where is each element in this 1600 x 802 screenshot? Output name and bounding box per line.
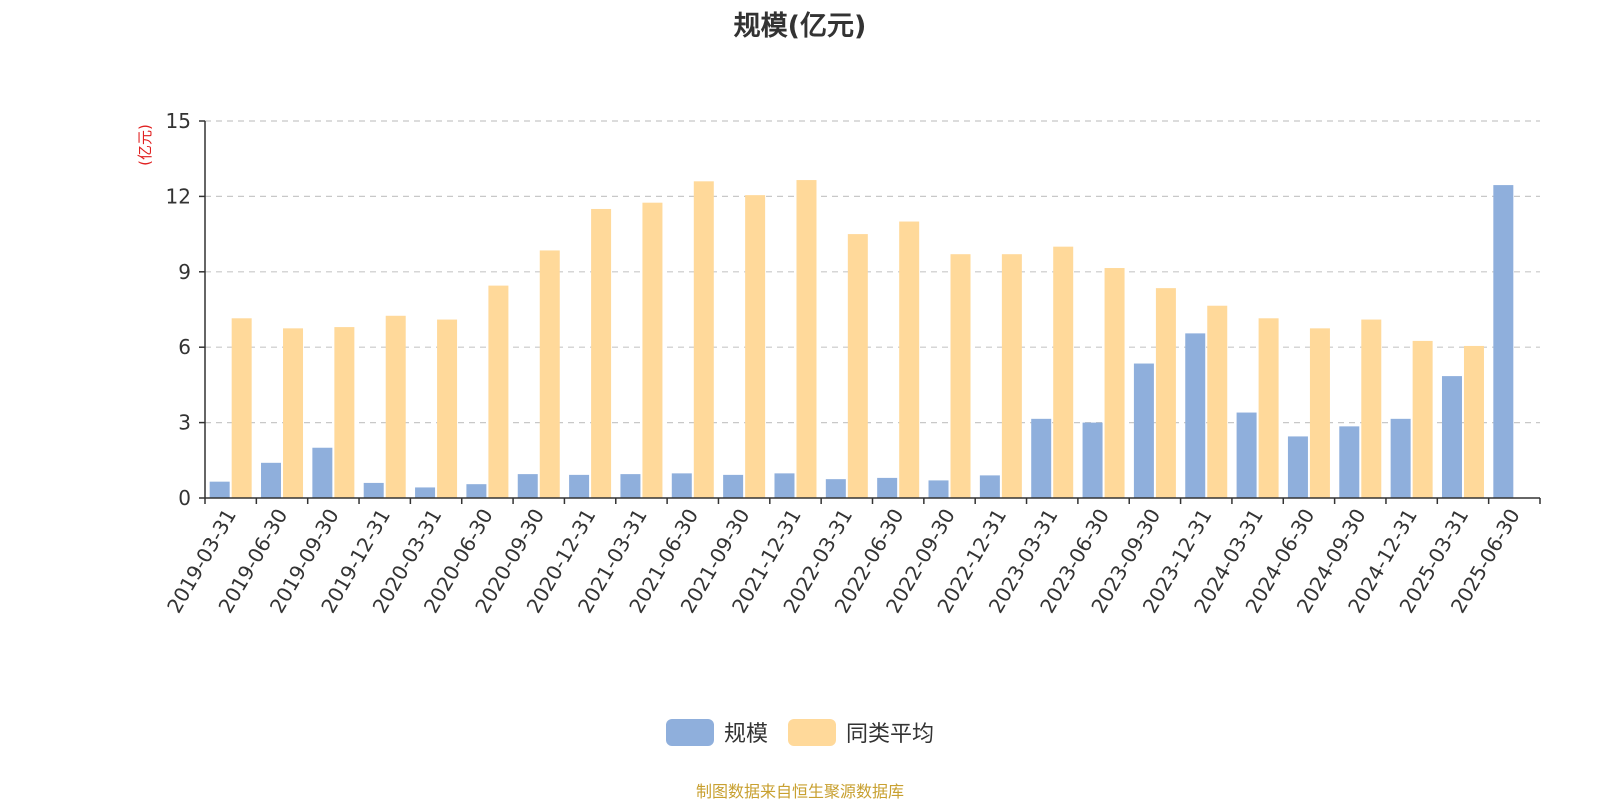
- bar-scale[interactable]: [209, 481, 230, 498]
- bar-peer-average[interactable]: [488, 285, 509, 498]
- bar-scale[interactable]: [1441, 376, 1462, 498]
- bar-peer-average[interactable]: [385, 315, 406, 498]
- bar-peer-average[interactable]: [539, 250, 560, 498]
- bar-peer-average[interactable]: [591, 208, 612, 498]
- y-tick-label: 3: [178, 411, 191, 435]
- bar-scale[interactable]: [671, 473, 692, 498]
- bar-scale[interactable]: [979, 475, 1000, 498]
- bar-scale[interactable]: [620, 474, 641, 498]
- legend-label-scale: 规模: [723, 722, 768, 747]
- bar-peer-average[interactable]: [642, 202, 663, 498]
- legend-item-peer-average[interactable]: 同类平均: [788, 716, 934, 748]
- bar-scale[interactable]: [1390, 418, 1411, 498]
- bars: [209, 180, 1514, 499]
- bar-scale[interactable]: [1493, 185, 1514, 498]
- bar-peer-average[interactable]: [437, 319, 458, 498]
- legend-label-peer-average: 同类平均: [846, 722, 935, 747]
- bar-peer-average[interactable]: [1104, 268, 1125, 498]
- bar-scale[interactable]: [774, 473, 795, 498]
- bar-peer-average[interactable]: [796, 180, 817, 498]
- chart-title: 规模(亿元): [733, 11, 867, 42]
- bar-peer-average[interactable]: [1001, 254, 1022, 498]
- bar-scale[interactable]: [415, 487, 436, 498]
- bar-peer-average[interactable]: [1309, 328, 1330, 498]
- bar-peer-average[interactable]: [1155, 288, 1176, 498]
- bar-peer-average[interactable]: [1053, 246, 1074, 498]
- bar-peer-average[interactable]: [334, 327, 355, 498]
- y-tick-labels: 0 3 6 9 12 15: [166, 109, 191, 510]
- bar-peer-average[interactable]: [1361, 319, 1382, 498]
- bar-peer-average[interactable]: [899, 221, 920, 499]
- legend-swatch-scale: [665, 718, 714, 746]
- bar-peer-average[interactable]: [283, 328, 304, 498]
- bar-scale[interactable]: [363, 482, 384, 498]
- bar-scale[interactable]: [723, 474, 744, 498]
- bar-peer-average[interactable]: [847, 234, 868, 498]
- bar-peer-average[interactable]: [1207, 305, 1228, 498]
- y-tick-label: 12: [166, 184, 191, 208]
- legend: 规模 同类平均: [0, 716, 1600, 748]
- bar-peer-average[interactable]: [1412, 340, 1433, 498]
- bar-scale[interactable]: [312, 447, 333, 498]
- bar-scale[interactable]: [1133, 363, 1154, 498]
- axes: [199, 120, 1541, 504]
- bar-peer-average[interactable]: [231, 318, 252, 498]
- bar-scale[interactable]: [1339, 426, 1360, 498]
- bar-scale[interactable]: [1082, 422, 1103, 498]
- bar-scale[interactable]: [877, 477, 898, 498]
- y-tick-label: 15: [166, 109, 191, 133]
- bar-scale[interactable]: [825, 479, 846, 498]
- bar-peer-average[interactable]: [1463, 345, 1484, 498]
- bar-scale[interactable]: [569, 474, 590, 498]
- bar-scale[interactable]: [1287, 436, 1308, 498]
- y-axis-label: (亿元): [136, 124, 154, 166]
- x-tick-labels: 2019-03-312019-06-302019-09-302019-12-31…: [162, 505, 1525, 618]
- bar-scale[interactable]: [517, 474, 538, 498]
- bar-peer-average[interactable]: [950, 254, 971, 498]
- bar-peer-average[interactable]: [1258, 318, 1279, 498]
- legend-swatch-peer-average: [788, 718, 836, 746]
- legend-item-scale[interactable]: 规模: [665, 716, 768, 748]
- y-tick-label: 6: [178, 335, 191, 359]
- source-note: 制图数据来自恒生聚源数据库: [695, 782, 904, 801]
- bar-peer-average[interactable]: [745, 195, 766, 499]
- bar-peer-average[interactable]: [693, 181, 714, 498]
- bar-scale[interactable]: [1185, 333, 1206, 498]
- y-tick-label: 9: [178, 260, 191, 284]
- bar-scale[interactable]: [1236, 412, 1257, 498]
- bar-scale[interactable]: [928, 480, 949, 498]
- bar-scale[interactable]: [466, 484, 487, 498]
- y-tick-label: 0: [178, 486, 191, 510]
- bar-scale[interactable]: [1031, 418, 1052, 498]
- bar-scale[interactable]: [261, 462, 282, 498]
